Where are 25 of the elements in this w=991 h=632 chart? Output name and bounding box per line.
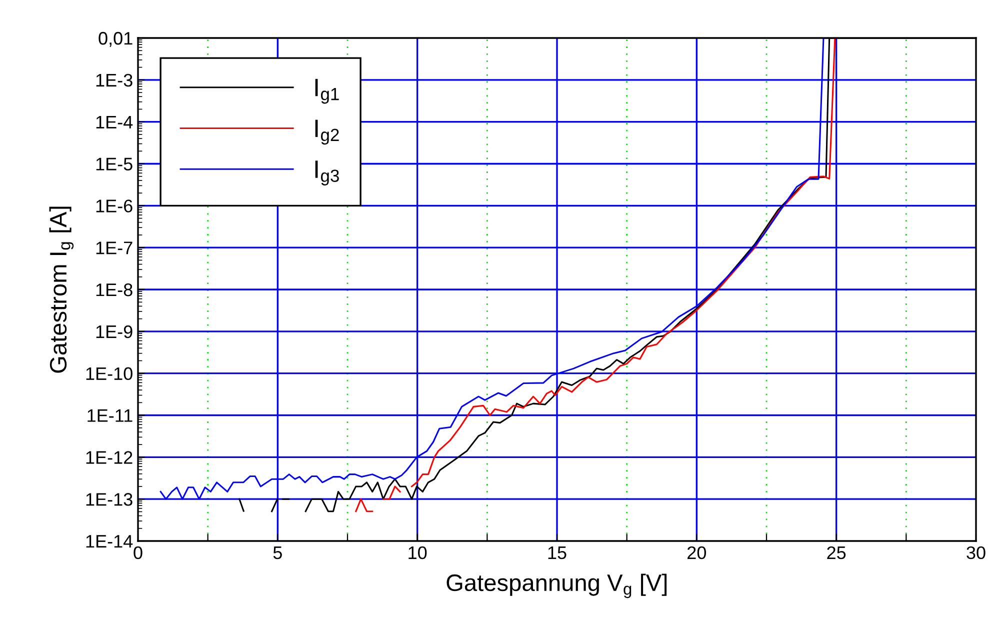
y-tick-label: 1E-7 — [96, 242, 132, 254]
y-tick-label: 1E-11 — [88, 409, 132, 422]
y-tick-label: 1E-3 — [96, 74, 132, 87]
x-tick-label: 10 — [408, 546, 427, 560]
y-tick-label: 1E-14 — [86, 535, 133, 548]
y-tick-label: 1E-5 — [96, 158, 132, 170]
x-tick-label: 0 — [134, 546, 142, 560]
y-axis-title: Gatestrom I$_{g}$ [A] — [49, 206, 74, 373]
x-tick-label: 25 — [827, 546, 846, 560]
y-tick-label: 1E-12 — [86, 451, 132, 464]
legend-label: I$_{g1}$ — [315, 78, 339, 104]
x-tick-label: 20 — [688, 546, 706, 560]
y-tick-label: 1E-6 — [96, 200, 132, 212]
x-tick-label: 30 — [966, 546, 986, 560]
legend-label: I$_{g3}$ — [315, 160, 339, 186]
y-tick-label: 0,01 — [98, 32, 132, 47]
y-tick-label: 1E-8 — [96, 283, 132, 296]
x-tick-label: 5 — [273, 546, 282, 560]
x-axis-title: Gatespannung V$_{g}$ [V] — [446, 574, 667, 598]
y-tick-label: 1E-9 — [96, 325, 132, 338]
legend-label: I$_{g2}$ — [315, 120, 339, 145]
y-tick-label: 1E-13 — [86, 493, 132, 506]
y-tick-label: 1E-4 — [96, 116, 133, 128]
y-tick-label: 1E-10 — [86, 367, 132, 380]
x-tick-label: 15 — [548, 546, 566, 560]
